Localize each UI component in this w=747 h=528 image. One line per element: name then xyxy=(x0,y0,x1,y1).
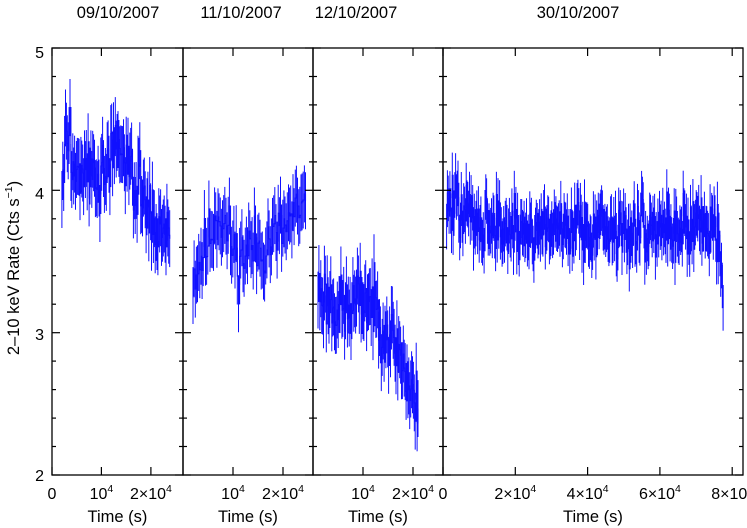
x-tick-label: 4×104 xyxy=(567,483,609,503)
panel-2: 104 2×104 Time (s) xyxy=(182,47,314,526)
light-curve-series xyxy=(446,174,724,308)
x-tick-label: 104 xyxy=(351,483,375,503)
axis-ticks xyxy=(442,47,743,476)
x-tick-label: 2×104 xyxy=(392,483,434,503)
panel-4: 0 2×104 4×104 6×104 8×104 Time (s) xyxy=(439,47,747,526)
x-tick-label: 2×104 xyxy=(262,483,304,503)
x-tick-label: 104 xyxy=(90,483,114,503)
axis-ticks xyxy=(313,47,443,476)
x-tick-label: 6×104 xyxy=(639,483,681,503)
y-tick-label: 5 xyxy=(35,45,44,62)
axis-ticks xyxy=(51,47,183,476)
x-axis-label: Time (s) xyxy=(348,508,408,526)
panel-4-title: 30/10/2007 xyxy=(537,4,620,22)
light-curve-series xyxy=(193,193,307,305)
panel-frame xyxy=(312,47,444,476)
panel-3-title: 12/10/2007 xyxy=(315,4,398,22)
x-axis-label: Time (s) xyxy=(88,508,148,526)
light-curve-series xyxy=(61,106,171,248)
light-curve-series xyxy=(318,262,419,424)
error-bars xyxy=(317,234,419,452)
x-axis-label: Time (s) xyxy=(563,508,623,526)
x-tick-label: 0 xyxy=(439,486,448,503)
panel-titles: 09/10/2007 11/10/2007 12/10/2007 30/10/2… xyxy=(77,4,620,22)
x-tick-label: 2×104 xyxy=(130,483,172,503)
panel-frame xyxy=(442,47,744,476)
x-axis-label: Time (s) xyxy=(218,508,278,526)
y-tick-label: 2 xyxy=(35,468,44,485)
panel-1-title: 09/10/2007 xyxy=(77,4,160,22)
x-tick-label: 0 xyxy=(48,486,57,503)
x-tick-label: 2×104 xyxy=(494,483,536,503)
panel-3: 104 2×104 Time (s) xyxy=(312,47,444,526)
y-tick-labels: 2 3 4 5 xyxy=(35,45,44,485)
y-axis-label: 2–10 keV Rate (Cts s−1) xyxy=(3,181,23,355)
panel-1: 0 104 2×104 Time (s) xyxy=(48,47,184,526)
y-tick-label: 4 xyxy=(35,186,44,203)
plot-panels: 0 104 2×104 Time (s) 104 2×104 Time (s) 104 2×10… xyxy=(48,47,747,526)
axis-ticks xyxy=(183,47,313,476)
x-tick-label: 104 xyxy=(221,483,245,503)
y-tick-label: 3 xyxy=(35,327,44,344)
panel-2-title: 11/10/2007 xyxy=(200,4,281,22)
x-tick-label: 8×104 xyxy=(711,483,747,503)
error-bars xyxy=(61,79,171,276)
